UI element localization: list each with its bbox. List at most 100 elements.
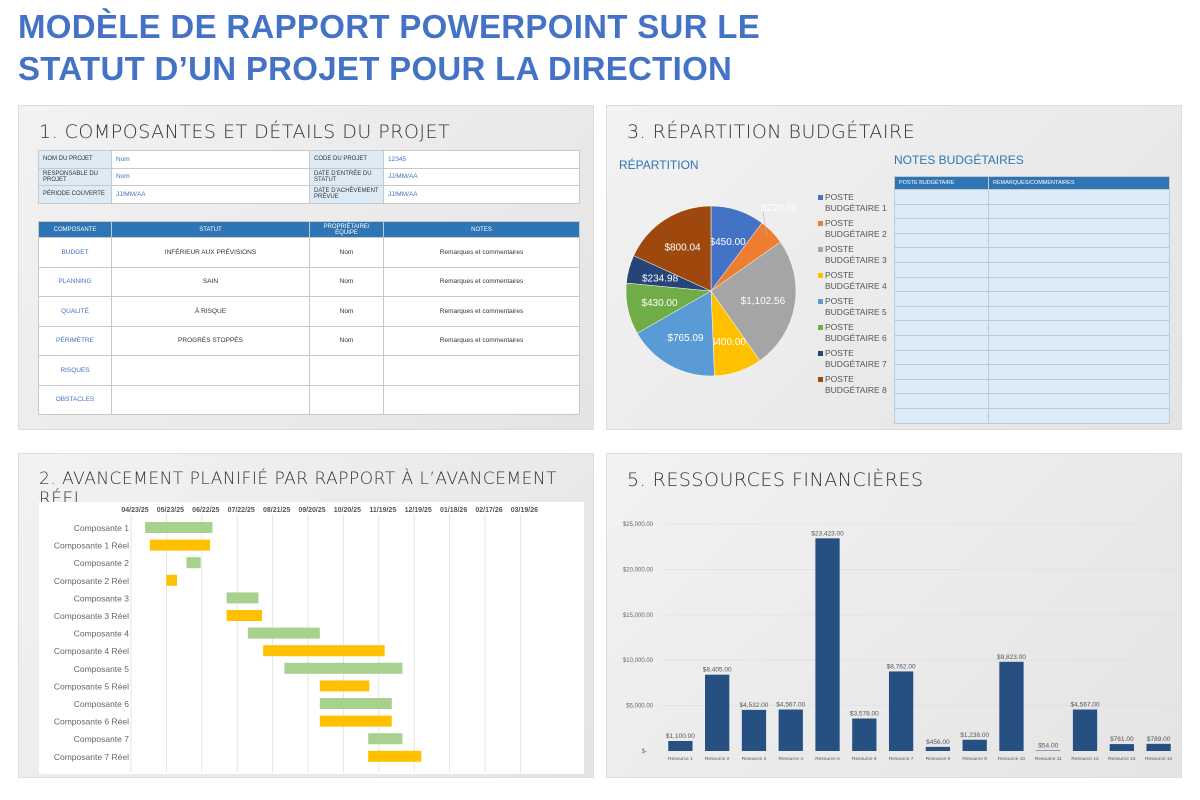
- legend-label: BUDGÉTAIRE 8: [825, 385, 887, 395]
- bar-data-label: $9,823.00: [997, 654, 1026, 661]
- bar: [741, 709, 767, 751]
- bar: [1072, 709, 1098, 751]
- actual-bar: [368, 750, 422, 762]
- gantt-chart: 04/23/25 05/23/25 06/22/25 07/22/25 08/21/25…: [39, 502, 584, 774]
- bar-data-label: $54.00: [1038, 743, 1058, 750]
- component-cell: PLANNING: [38, 266, 112, 297]
- pie-slice: [633, 205, 712, 292]
- bar: [962, 739, 987, 751]
- notes-row: [894, 261, 1170, 278]
- notes-cell: [383, 355, 580, 386]
- bar-data-label: $8,405.00: [703, 667, 732, 674]
- legend-label: POSTE: [825, 322, 854, 332]
- info-value: JJ/MM/AA: [383, 167, 580, 186]
- date-tick-label: 02/17/26: [475, 507, 502, 514]
- x-tick-label: Resource 7: [889, 756, 914, 762]
- actual-bar: [319, 680, 370, 692]
- date-tick-label: 10/20/25: [334, 507, 361, 514]
- notes-row: [894, 364, 1170, 380]
- pie-data-label: $220.00: [761, 203, 798, 214]
- component-cell: RISQUES: [38, 355, 112, 386]
- notes-row: [894, 407, 1170, 424]
- task-label: Composante 6 Réel: [54, 717, 129, 727]
- notes-cell: [988, 291, 1170, 307]
- bar: [778, 709, 803, 751]
- bar: [1146, 743, 1171, 751]
- notes-cell: Remarques et commentaires: [383, 296, 580, 327]
- y-tick-label: $10,000.00: [623, 658, 654, 664]
- table-row: BUDGET INFÉRIEUR AUX PRÉVISIONS Nom Remarqu…: [38, 237, 580, 268]
- bar: [668, 741, 693, 751]
- owner-cell: [309, 384, 384, 415]
- notes-cell: [383, 384, 580, 415]
- notes-row: [894, 378, 1170, 395]
- date-tick-label: 01/18/26: [440, 507, 467, 514]
- actual-bar: [149, 539, 211, 551]
- bar-data-label: $456.00: [926, 739, 950, 746]
- component-cell: PÉRIMÈTRE: [38, 325, 112, 356]
- x-tick-label: Resource 9: [962, 756, 987, 762]
- bar: [888, 671, 914, 751]
- legend-label: BUDGÉTAIRE 2: [825, 229, 887, 239]
- bar: [925, 746, 951, 751]
- x-tick-label: Resource 6: [852, 756, 877, 762]
- date-tick-label: 08/21/25: [263, 507, 290, 514]
- legend-swatch: [818, 195, 823, 200]
- date-tick-label: 03/19/26: [511, 507, 538, 514]
- date-tick-label: 11/19/25: [369, 507, 396, 514]
- notes-cell: [894, 232, 989, 249]
- legend-swatch: [818, 273, 823, 278]
- notes-cell: [988, 349, 1170, 366]
- info-label: DATE D’ENTRÉE DU STATUT: [309, 167, 384, 186]
- owner-cell: Nom: [309, 296, 384, 327]
- legend-label: POSTE: [825, 218, 854, 228]
- legend-swatch: [818, 325, 823, 330]
- pie-title: RÉPARTITION: [619, 158, 699, 172]
- task-label: Composante 7 Réel: [54, 752, 129, 762]
- leader-line: [762, 210, 768, 237]
- task-label: Composante 2 Réel: [54, 576, 129, 586]
- notes-row: [894, 189, 1170, 205]
- notes-row: [894, 218, 1170, 234]
- column-header: STATUT: [111, 221, 310, 238]
- slide-title: 1. COMPOSANTES ET DÉTAILS DU PROJET: [39, 121, 451, 143]
- column-header: PROPRIÉTAIRE/ÉQUIPE: [309, 221, 384, 238]
- actual-bar: [166, 574, 178, 586]
- legend-label: BUDGÉTAIRE 3: [825, 255, 887, 265]
- task-label: Composante 1: [74, 523, 130, 533]
- pie-data-label: $234.98: [642, 273, 679, 284]
- bar-data-label: $23,423.00: [811, 530, 844, 537]
- planned-bar: [284, 662, 403, 674]
- slide-budget-breakdown: 3. RÉPARTITION BUDGÉTAIRE RÉPARTITION $4…: [606, 105, 1182, 430]
- task-label: Composante 2: [74, 558, 130, 568]
- notes-cell: [988, 334, 1170, 351]
- x-tick-label: Resource 13: [1108, 756, 1136, 762]
- legend-swatch: [818, 299, 823, 304]
- x-tick-label: Resource 11: [1035, 756, 1062, 762]
- legend-label: POSTE: [825, 296, 854, 306]
- bar-data-label: $761.00: [1110, 736, 1134, 743]
- status-cell: [111, 384, 310, 415]
- notes-row: [894, 393, 1170, 409]
- bar-data-label: $3,578.00: [850, 711, 879, 718]
- component-cell: QUALITÉ: [38, 296, 112, 327]
- status-cell: [111, 355, 310, 386]
- info-value: 12345: [383, 150, 580, 169]
- status-cell: INFÉRIEUR AUX PRÉVISIONS: [111, 237, 310, 268]
- pie-slice: [710, 241, 797, 361]
- info-row: RESPONSABLE DU PROJET Nom DATE D’ENTRÉE DU…: [38, 167, 580, 186]
- pie-data-label: $1,102.56: [741, 296, 786, 307]
- pie-data-label: $800.04: [664, 243, 701, 254]
- pie-data-label: $430.00: [641, 298, 678, 309]
- legend-swatch: [818, 351, 823, 356]
- component-cell: OBSTACLES: [38, 384, 112, 415]
- info-value: Nom: [111, 150, 310, 169]
- planned-bar: [226, 592, 259, 604]
- notes-cell: [894, 334, 989, 351]
- slide-title: 5. RESSOURCES FINANCIÈRES: [627, 469, 924, 491]
- status-cell: À RISQUE: [111, 296, 310, 327]
- notes-cell: Remarques et commentaires: [383, 325, 580, 356]
- owner-cell: [309, 355, 384, 386]
- notes-row: [894, 334, 1170, 351]
- task-label: Composante 3: [74, 593, 130, 603]
